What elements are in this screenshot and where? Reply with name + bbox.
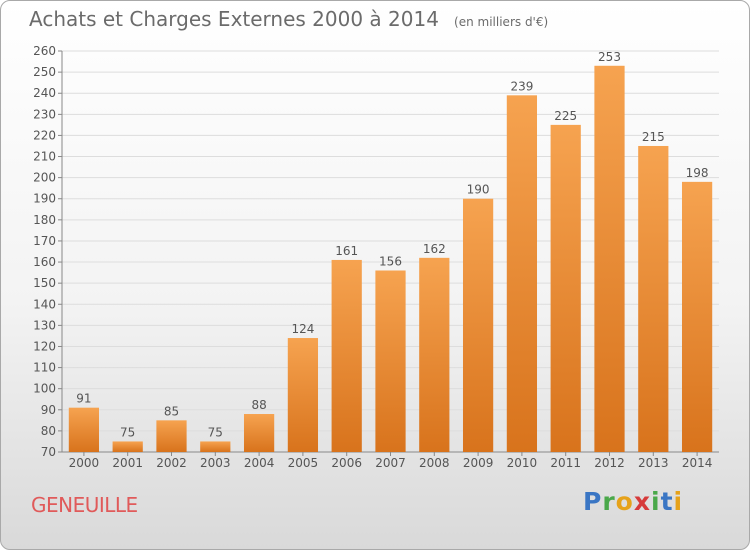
data-label: 190 [467,183,490,197]
proxiti-logo: Proxiti [583,487,683,516]
bar [594,65,625,452]
x-tick-label: 2006 [331,456,362,470]
x-tick-label: 2000 [69,456,100,470]
x-tick-label: 2007 [375,456,406,470]
y-tick-label: 260 [33,44,56,58]
data-label: 161 [335,244,358,258]
chart-unit: (en milliers d'€) [454,15,549,29]
bar [200,441,231,452]
x-tick-labels: 2000 2001 2002 2003 2004 2005 2006 2007 2008 2009… [69,456,713,470]
y-tick-label: 120 [33,339,56,353]
data-label: 88 [251,398,266,412]
y-tick-label: 200 [33,171,56,185]
x-tick-label: 2001 [112,456,143,470]
bar [550,124,581,453]
x-tick-label: 2004 [244,456,275,470]
y-tick-label: 210 [33,150,56,164]
data-label: 91 [76,392,91,406]
y-tick-label: 220 [33,128,56,142]
bar [419,257,450,452]
data-label: 124 [291,322,314,336]
y-tick-label: 110 [33,361,56,375]
y-tick-label: 160 [33,255,56,269]
bar [462,198,494,452]
logo-letter: o [615,487,634,516]
bar [68,407,100,452]
logo-letter: i [673,487,684,516]
bar [681,181,713,452]
y-tick-label: 170 [33,234,56,248]
y-tick-label: 70 [41,445,56,459]
bar [375,270,406,452]
y-tick-labels: 70 80 90 100 110 120 130 140 150 160 170 180 190 200 2… [33,44,56,459]
bar [638,145,669,452]
x-tick-label: 2010 [507,456,538,470]
data-label: 156 [379,254,402,268]
y-tick-label: 180 [33,213,56,227]
chart-title: Achats et Charges Externes 2000 à 2014 [29,7,439,31]
logo-letter: x [633,487,651,516]
y-tick-label: 250 [33,65,56,79]
y-tick-label: 140 [33,297,56,311]
logo-letter: t [660,487,674,516]
data-label: 162 [423,242,446,256]
data-label: 239 [510,79,533,93]
y-tick-label: 230 [33,107,56,121]
data-label: 253 [598,50,621,64]
y-tick-label: 130 [33,318,56,332]
data-label: 198 [686,166,709,180]
y-tick-label: 80 [41,424,56,438]
y-tick-label: 150 [33,276,56,290]
bar [243,414,275,452]
data-label: 85 [164,404,179,418]
y-tick-label: 240 [33,86,56,100]
x-tick-label: 2011 [550,456,581,470]
logo-letter: P [583,487,603,516]
x-tick-label: 2013 [638,456,669,470]
bar [112,441,143,452]
chart-title-block: Achats et Charges Externes 2000 à 2014 (… [29,7,548,31]
bar [156,420,187,452]
bar [287,338,319,452]
town-name: GENEUILLE [31,493,138,517]
x-tick-label: 2008 [419,456,450,470]
x-tick-label: 2002 [156,456,187,470]
y-tick-label: 100 [33,382,56,396]
x-tick-label: 2009 [463,456,494,470]
data-label: 75 [120,425,135,439]
bars [68,65,713,453]
logo-letter: i [651,487,661,516]
y-tick-label: 90 [41,403,56,417]
bar [331,259,362,452]
data-label: 215 [642,130,665,144]
bar [506,95,538,453]
data-labels: 91 75 85 75 88 124 161 156 162 190 239 225 253 215 198 [76,50,708,440]
x-tick-label: 2003 [200,456,231,470]
data-label: 75 [208,425,223,439]
logo-letter: r [602,487,616,516]
data-label: 225 [554,109,577,123]
y-tick-label: 190 [33,192,56,206]
x-tick-label: 2005 [288,456,319,470]
x-tick-label: 2014 [682,456,713,470]
x-tick-label: 2012 [594,456,625,470]
